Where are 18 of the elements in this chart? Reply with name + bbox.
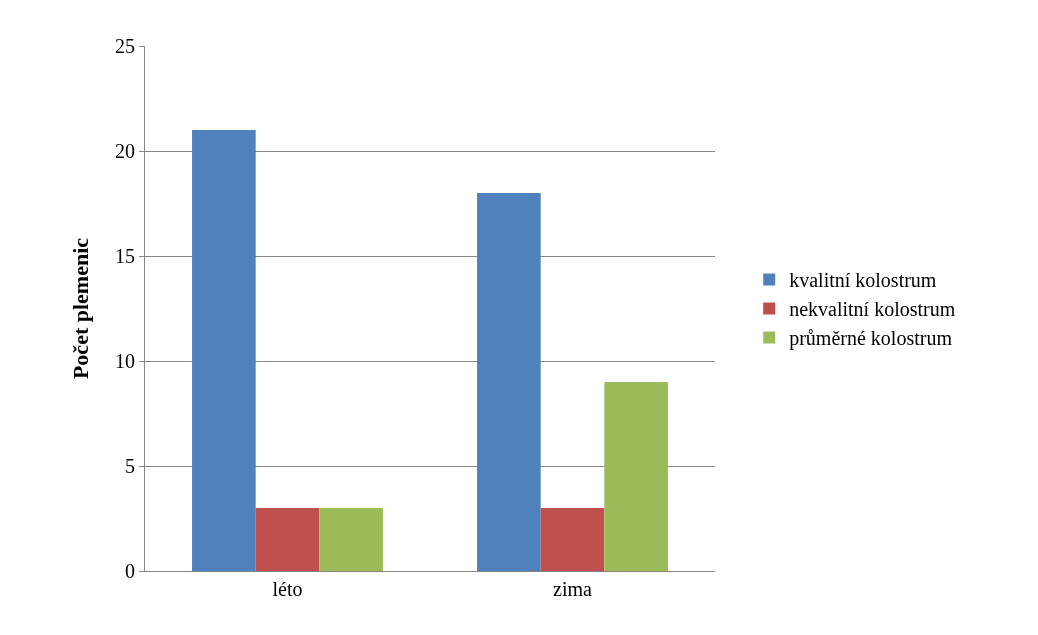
bar <box>319 508 383 571</box>
y-tick-label: 20 <box>115 140 135 162</box>
x-tick-label: léto <box>272 578 303 600</box>
legend-label: průměrné kolostrum <box>789 327 953 351</box>
y-tick-label: 25 <box>115 35 135 57</box>
bar <box>477 193 541 571</box>
bar <box>255 508 320 571</box>
bar <box>540 508 605 571</box>
bar <box>192 130 256 571</box>
y-tick-label: 10 <box>115 350 135 372</box>
y-axis-title: Počet plemenic <box>67 237 93 380</box>
legend-label: kvalitní kolostrum <box>789 269 937 292</box>
y-tick-label: 5 <box>125 455 135 477</box>
y-tick-label: 15 <box>115 245 135 267</box>
bar <box>604 382 668 571</box>
legend-label: nekvalitní kolostrum <box>789 298 956 321</box>
x-tick-label: zima <box>553 578 593 600</box>
y-tick-label: 0 <box>125 560 135 582</box>
